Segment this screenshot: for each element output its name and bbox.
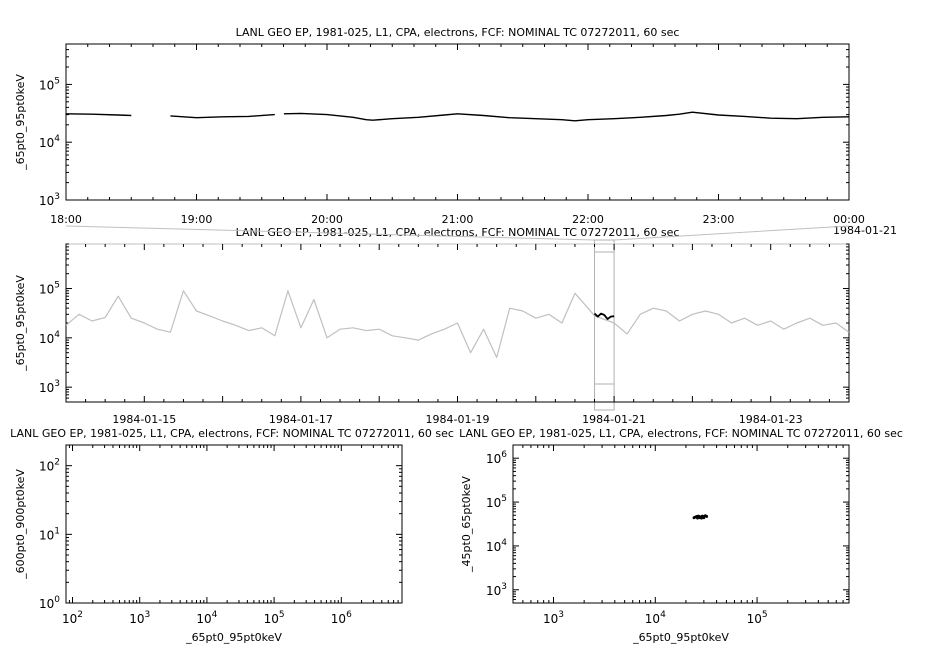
bottom-left-xtick-label: 103 (129, 610, 150, 626)
bottom-left-ylabel: _600pt0_900pt0keV (14, 469, 27, 580)
top-date-label: 1984-01-21 (833, 224, 897, 237)
middle-ytick-label: 105 (39, 281, 60, 297)
middle-xtick-label: 1984-01-15 (112, 413, 176, 426)
top-xtick-label: 21:00 (442, 213, 474, 226)
bottom-right-xtick-label: 104 (645, 610, 666, 626)
bottom-right-ytick-label: 103 (486, 582, 507, 598)
middle-series-line-highlight (593, 312, 615, 320)
top-ytick-label: 105 (39, 76, 60, 92)
bottom-right-xlabel: _65pt0_95pt0keV (632, 631, 729, 644)
top-xtick-label: 23:00 (703, 213, 735, 226)
middle-series-line-full (65, 290, 850, 359)
bottom-left-xlabel: _65pt0_95pt0keV (185, 631, 282, 644)
top-xtick-label: 20:00 (311, 213, 343, 226)
bottom-left-xtick-label: 104 (196, 610, 217, 626)
middle-xtick-label: 1984-01-17 (269, 413, 333, 426)
bottom-left-xtick-label: 106 (331, 610, 352, 626)
top-ytick-label: 103 (39, 192, 60, 208)
middle-title: LANL GEO EP, 1981-025, L1, CPA, electron… (236, 226, 680, 239)
bottom-right-ylabel: _45pt0_65pt0keV (460, 476, 473, 573)
top-xtick-label: 00:00 (833, 213, 865, 226)
middle-xtick-label: 1984-01-19 (426, 413, 490, 426)
top-xtick-label: 18:00 (50, 213, 82, 226)
zoom-connector-left (65, 225, 595, 241)
top-series-line (65, 111, 850, 122)
middle-ylabel: _65pt0_95pt0keV (14, 275, 27, 372)
scatter-point (693, 515, 697, 519)
middle-ytick-label: 103 (39, 379, 60, 395)
middle-xtick-label: 1984-01-21 (582, 413, 646, 426)
bottom-right-xtick-label: 105 (747, 610, 768, 626)
bottom-left-xtick-label: 102 (62, 610, 83, 626)
top-title: LANL GEO EP, 1981-025, L1, CPA, electron… (236, 26, 680, 39)
bottom-right-ytick-label: 105 (486, 494, 507, 510)
top-xtick-label: 22:00 (572, 213, 604, 226)
bottom-left-ytick-label: 102 (39, 458, 60, 474)
top-ylabel: _65pt0_95pt0keV (14, 74, 27, 171)
bottom-left-ytick-label: 101 (39, 526, 60, 542)
middle-ytick-label: 104 (39, 330, 60, 346)
bottom-right-ytick-label: 104 (486, 538, 507, 554)
bottom-left-title: LANL GEO EP, 1981-025, L1, CPA, electron… (10, 427, 454, 440)
zoom-connector-right (614, 225, 850, 241)
bottom-left-ytick-label: 100 (39, 595, 60, 611)
bottom-right-title: LANL GEO EP, 1981-025, L1, CPA, electron… (459, 427, 903, 440)
scatter-point (705, 515, 709, 518)
bottom-right-xtick-label: 103 (543, 610, 564, 626)
bottom-left-plot-frame (65, 444, 403, 604)
bottom-right-plot-frame (512, 444, 850, 604)
scatter-point (696, 514, 700, 518)
middle-xtick-label: 1984-01-23 (739, 413, 803, 426)
bottom-left-xtick-label: 105 (264, 610, 285, 626)
bottom-right-ytick-label: 106 (486, 450, 507, 466)
top-xtick-label: 19:00 (181, 213, 213, 226)
top-plot-frame (65, 43, 850, 201)
top-ytick-label: 104 (39, 134, 60, 150)
scatter-point (700, 516, 703, 520)
highlight-range-box (594, 239, 615, 411)
